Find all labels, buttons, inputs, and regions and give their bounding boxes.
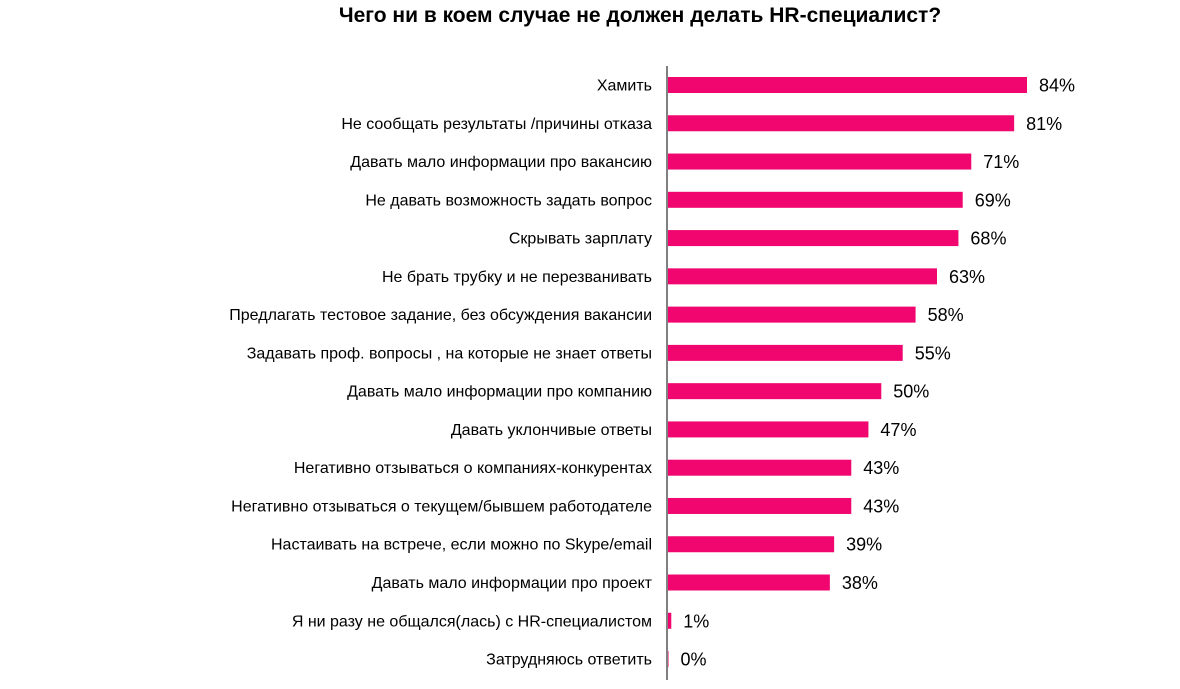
bar <box>667 153 972 170</box>
category-label: Давать уклончивые ответы <box>451 422 652 439</box>
category-label: Негативно отзываться о текущем/бывшем ра… <box>231 498 652 515</box>
value-label: 43% <box>863 496 899 516</box>
category-label: Не сообщать результаты /причины отказа <box>341 116 652 133</box>
category-label: Предлагать тестовое задание, без обсужде… <box>229 307 652 324</box>
bar <box>667 115 1015 132</box>
bar <box>667 268 937 285</box>
category-label: Я ни разу не общался(лась) с HR-специали… <box>292 613 652 630</box>
value-label: 38% <box>842 573 878 593</box>
chart-title: Чего ни в коем случае не должен делать H… <box>338 4 942 27</box>
value-label: 69% <box>975 190 1011 210</box>
value-label: 47% <box>880 420 916 440</box>
value-label: 0% <box>681 650 707 670</box>
value-label: 84% <box>1039 76 1075 96</box>
bar <box>667 191 963 208</box>
value-label: 39% <box>846 535 882 555</box>
category-label: Не давать возможность задать вопрос <box>365 192 652 209</box>
category-label: Задавать проф. вопросы , на которые не з… <box>247 345 652 362</box>
value-label: 50% <box>893 382 929 402</box>
bar <box>667 77 1027 93</box>
value-label: 81% <box>1026 114 1062 134</box>
bar <box>667 574 830 591</box>
category-label: Затрудняюсь ответить <box>486 652 652 669</box>
bar <box>667 344 903 361</box>
category-label: Давать мало информации про вакансию <box>350 154 652 171</box>
bar <box>667 421 869 438</box>
category-label: Негативно отзываться о компаниях-конкуре… <box>294 460 652 477</box>
bar <box>667 497 852 514</box>
bar <box>667 612 672 629</box>
value-label: 1% <box>683 611 709 631</box>
value-label: 55% <box>915 343 951 363</box>
bar <box>667 306 916 323</box>
bar <box>667 536 835 553</box>
bar <box>667 459 852 476</box>
value-label: 71% <box>983 152 1019 172</box>
value-label: 43% <box>863 458 899 478</box>
category-label: Настаивать на встрече, если можно по Sky… <box>271 537 652 554</box>
value-label: 68% <box>970 229 1006 249</box>
bar <box>667 230 959 247</box>
category-label: Не брать трубку и не перезванивать <box>382 269 652 286</box>
category-label: Давать мало информации про проект <box>372 575 653 592</box>
category-label: Хамить <box>597 78 652 95</box>
value-label: 58% <box>928 305 964 325</box>
category-label: Давать мало информации про компанию <box>347 384 652 401</box>
bar <box>667 383 882 400</box>
category-label: Скрывать зарплату <box>509 231 652 248</box>
value-label: 63% <box>949 267 985 287</box>
